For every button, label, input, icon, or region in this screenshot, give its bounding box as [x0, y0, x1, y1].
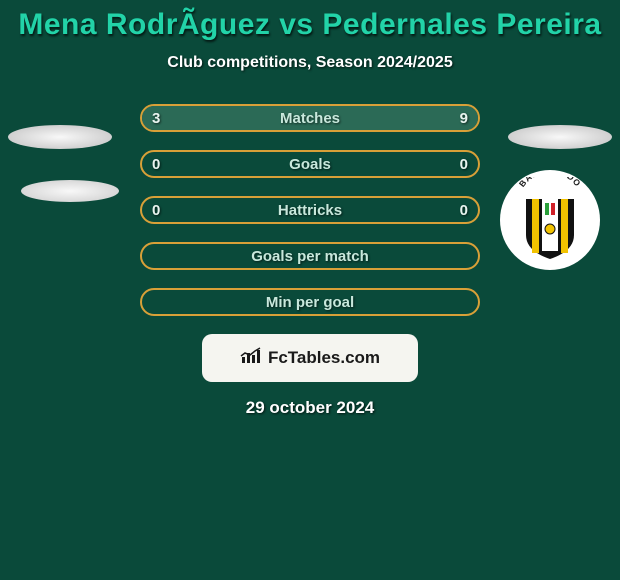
stat-row: 0 0 Hattricks: [0, 196, 620, 224]
stat-label: Hattricks: [278, 202, 342, 219]
stat-value-left: 0: [152, 156, 160, 173]
attribution-badge: FcTables.com: [202, 334, 418, 382]
stat-pill: 0 0 Goals: [140, 150, 480, 178]
stat-pill: Goals per match: [140, 242, 480, 270]
stat-value-left: 0: [152, 202, 160, 219]
date-text: 29 october 2024: [0, 398, 620, 418]
stat-label: Goals per match: [251, 248, 369, 265]
stat-pill: 0 0 Hattricks: [140, 196, 480, 224]
stat-value-left: 3: [152, 110, 160, 127]
stat-row: Min per goal: [0, 288, 620, 316]
stat-row: 0 0 Goals: [0, 150, 620, 178]
stat-label: Goals: [289, 156, 331, 173]
chart-icon: [240, 347, 262, 370]
stat-pill: Min per goal: [140, 288, 480, 316]
stat-value-right: 9: [460, 110, 468, 127]
stat-row: 3 9 Matches: [0, 104, 620, 132]
stat-rows: 3 9 Matches 0 0 Goals 0 0 Hattricks Goals per mat…: [0, 104, 620, 316]
stat-value-right: 0: [460, 202, 468, 219]
attribution-text: FcTables.com: [268, 348, 380, 368]
page-title: Mena RodrÃ­guez vs Pedernales Pereira: [0, 0, 620, 42]
stat-row: Goals per match: [0, 242, 620, 270]
stat-value-right: 0: [460, 156, 468, 173]
stat-label: Matches: [280, 110, 340, 127]
stat-fill-right: [226, 106, 478, 130]
stat-pill: 3 9 Matches: [140, 104, 480, 132]
subtitle: Club competitions, Season 2024/2025: [0, 54, 620, 72]
stat-label: Min per goal: [266, 294, 354, 311]
